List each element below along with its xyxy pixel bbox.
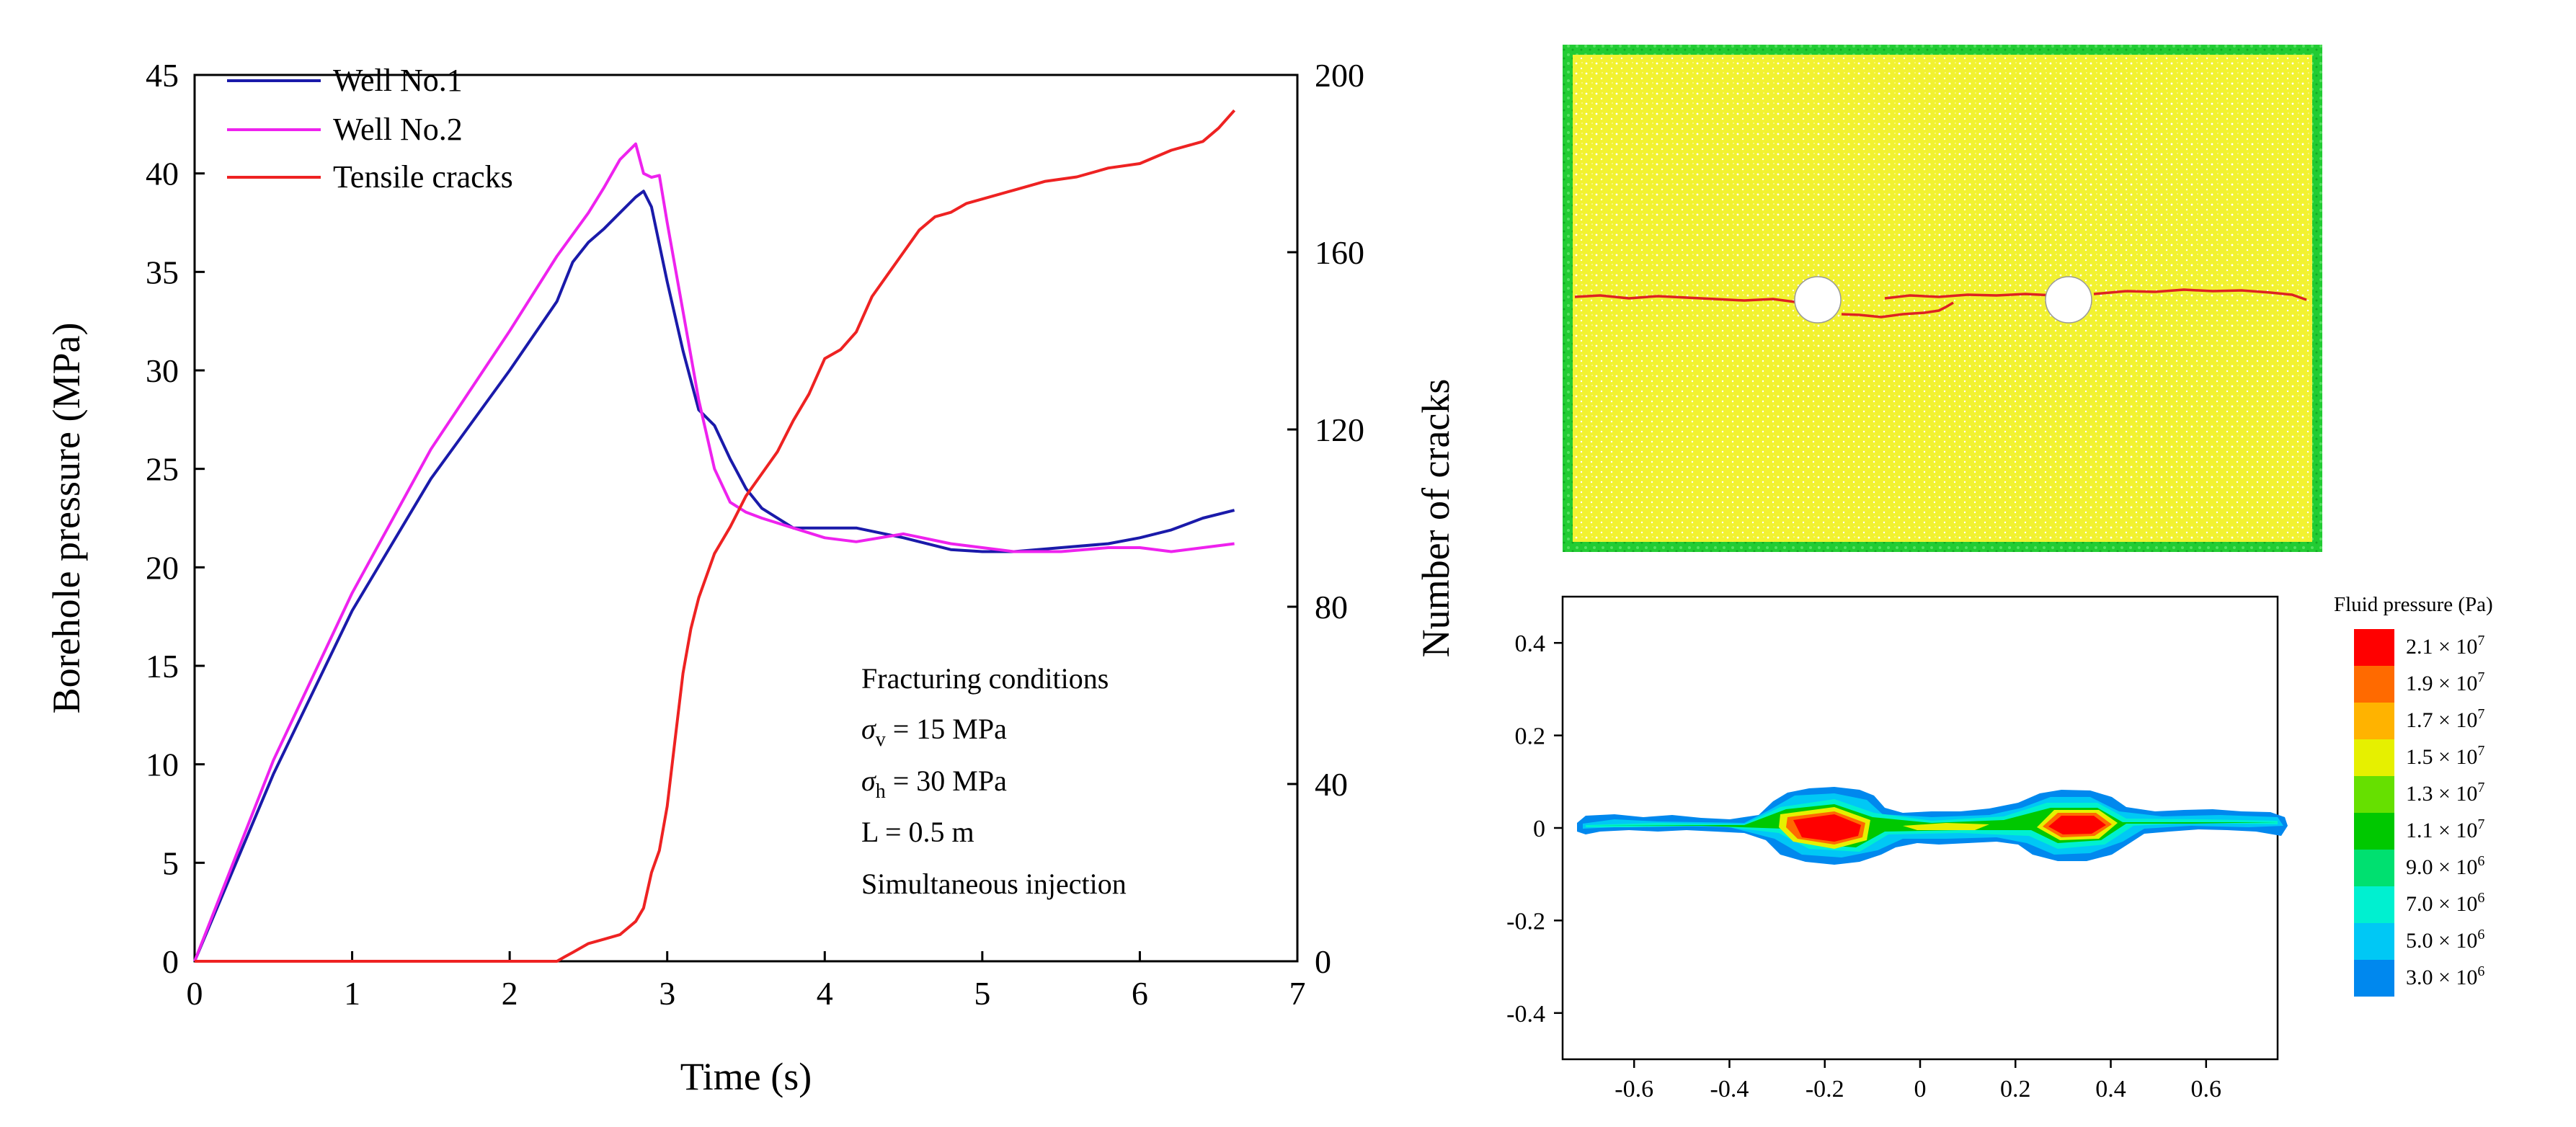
contour-x-ticks: -0.6 -0.4 -0.2 0 0.2 0.4 0.6 <box>1615 1059 2221 1102</box>
chart1-x-ticks: 0 1 2 3 4 5 6 7 <box>187 951 1306 1012</box>
colorbar-label: 3.0 × 106 <box>2406 963 2484 989</box>
y-tick-label: 25 <box>146 451 179 488</box>
contour-x-tick-label: 0 <box>1914 1076 1927 1102</box>
x-tick-label: 6 <box>1132 975 1148 1012</box>
contour-x-tick-label: 0.4 <box>2095 1076 2126 1102</box>
y2-tick-label: 200 <box>1315 57 1364 94</box>
particle-model-panel <box>1563 45 2322 552</box>
colorbar-swatch <box>2354 666 2394 703</box>
legend-label-cracks: Tensile cracks <box>333 159 513 195</box>
colorbar-swatch <box>2354 739 2394 776</box>
contour-y-tick-label: 0.4 <box>1515 631 1546 657</box>
colorbar-swatch <box>2354 813 2394 850</box>
fracture-trace <box>1574 288 2307 318</box>
contour-y-tick-label: 0 <box>1533 816 1545 842</box>
x-tick-label: 4 <box>817 975 833 1012</box>
chart1-x-axis-label: Time (s) <box>680 1055 812 1098</box>
note-sigma-h: σh = 30 MPa <box>861 765 1007 803</box>
chart1-y-axis-label: Borehole pressure (MPa) <box>45 323 88 714</box>
chart1-legend: Well No.1 Well No.2 Tensile cracks <box>227 63 513 195</box>
chart1-series <box>193 109 1236 963</box>
plume-1-5e7 <box>1779 807 2118 849</box>
contour-x-tick-label: -0.2 <box>1806 1076 1844 1102</box>
note-title: Fracturing conditions <box>861 662 1109 695</box>
y2-tick-label: 40 <box>1315 766 1348 803</box>
y-tick-label: 40 <box>146 156 179 192</box>
well-2 <box>2045 276 2092 324</box>
note-spacing: L = 0.5 m <box>861 816 974 848</box>
contour-y-tick-label: -0.2 <box>1506 908 1545 935</box>
colorbar-title: Fluid pressure (Pa) <box>2334 593 2493 616</box>
colorbar-label: 7.0 × 106 <box>2406 890 2484 916</box>
contour-x-tick-label: -0.6 <box>1615 1076 1653 1102</box>
y2-tick-label: 160 <box>1315 234 1364 271</box>
y-tick-label: 15 <box>146 648 179 685</box>
plume-2-1e7 <box>1793 814 2106 842</box>
colorbar-label: 1.1 × 107 <box>2406 816 2484 842</box>
y-tick-label: 10 <box>146 747 179 783</box>
y-tick-label: 5 <box>162 845 179 881</box>
colorbar-label: 1.5 × 107 <box>2406 743 2484 769</box>
y2-tick-label: 120 <box>1315 411 1364 448</box>
colorbar-swatch <box>2354 923 2394 960</box>
chart1-y2-axis-label: Number of cracks <box>1414 379 1457 658</box>
legend-label-well2: Well No.2 <box>333 112 463 147</box>
note-injection-mode: Simultaneous injection <box>861 868 1127 900</box>
contour-x-tick-label: 0.2 <box>2000 1076 2031 1102</box>
series-line-well-no-2 <box>193 142 1235 962</box>
y-tick-label: 35 <box>146 254 179 290</box>
pressure-plume <box>1577 787 2288 865</box>
colorbar-swatch <box>2354 960 2394 997</box>
fluid-pressure-contour: -0.6 -0.4 -0.2 0 0.2 0.4 0.6 -0.4 -0.2 0 0.2 0.4 F… <box>1506 593 2493 1102</box>
y-tick-label: 45 <box>146 57 179 94</box>
x-tick-label: 3 <box>659 975 675 1012</box>
contour-y-tick-label: -0.4 <box>1506 1001 1545 1028</box>
colorbar-label: 5.0 × 106 <box>2406 927 2484 953</box>
fracturing-conditions-note: Fracturing conditions σv = 15 MPa σh = 3… <box>861 662 1127 900</box>
colorbar-swatch <box>2354 776 2394 813</box>
contour-x-tick-label: 0.6 <box>2191 1076 2222 1102</box>
chart1-y2-ticks: 0 40 80 120 160 200 <box>1287 57 1364 980</box>
note-sigma-v: σv = 15 MPa <box>861 713 1007 751</box>
y2-tick-label: 0 <box>1315 943 1331 980</box>
y-tick-label: 20 <box>146 549 179 586</box>
colorbar-label: 1.3 × 107 <box>2406 780 2484 806</box>
x-tick-label: 2 <box>502 975 518 1012</box>
contour-y-ticks: -0.4 -0.2 0 0.2 0.4 <box>1506 631 1563 1028</box>
legend-label-well1: Well No.1 <box>333 63 463 98</box>
x-tick-label: 7 <box>1289 975 1306 1012</box>
colorbar-swatch <box>2354 850 2394 886</box>
colorbar-swatch <box>2354 629 2394 666</box>
contour-y-tick-label: 0.2 <box>1515 723 1546 750</box>
chart1-y-ticks: 0 5 10 15 20 25 30 35 40 45 <box>146 57 205 980</box>
colorbar-swatch <box>2354 703 2394 739</box>
colorbar-swatch <box>2354 886 2394 923</box>
series-line-well-no-1 <box>193 190 1235 962</box>
contour-x-tick-label: -0.4 <box>1710 1076 1749 1102</box>
colorbar-label: 1.9 × 107 <box>2406 669 2484 695</box>
x-tick-label: 0 <box>187 975 203 1012</box>
colorbar-label: 1.7 × 107 <box>2406 706 2484 732</box>
colorbar-label: 2.1 × 107 <box>2406 633 2484 659</box>
x-tick-label: 5 <box>974 975 990 1012</box>
y2-tick-label: 80 <box>1315 589 1348 625</box>
colorbar-label: 9.0 × 106 <box>2406 853 2484 879</box>
y-tick-label: 0 <box>162 943 179 980</box>
series-line-tensile-cracks <box>195 109 1236 963</box>
colorbar: 2.1 × 107 1.9 × 107 1.7 × 107 1.5 × 107 1.3 … <box>2354 629 2484 997</box>
chart1-frame <box>193 74 1299 963</box>
y-tick-label: 30 <box>146 352 179 389</box>
x-tick-label: 1 <box>344 975 360 1012</box>
well-1 <box>1794 276 1842 324</box>
